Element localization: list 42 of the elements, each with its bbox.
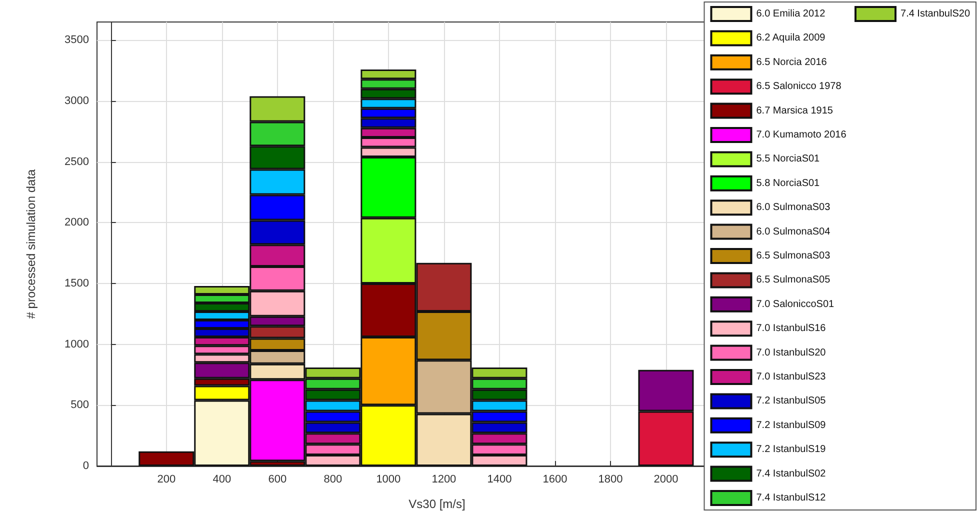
y-axis-title: # processed simulation data — [24, 168, 38, 319]
x-tick-label: 1600 — [542, 474, 568, 486]
legend-label: 6.7 Marsica 1915 — [756, 105, 834, 116]
y-tick-label: 0 — [82, 460, 89, 472]
legend-label: 6.2 Aquila 2009 — [756, 32, 826, 44]
y-tick-label: 3500 — [64, 34, 89, 46]
x-tick-label: 1400 — [487, 474, 512, 486]
legend-label: 7.2 IstanbulS19 — [756, 444, 826, 456]
y-tick-label: 3000 — [64, 95, 89, 108]
x-tick-label: 1000 — [376, 474, 401, 486]
x-tick-label: 1800 — [598, 474, 623, 486]
legend-label: 7.0 IstanbulS23 — [756, 372, 826, 382]
legend-label: 6.5 Norcia 2016 — [756, 56, 828, 68]
legend-label: 7.4 IstanbulS12 — [756, 492, 826, 504]
legend-label: 7.4 IstanbulS20 — [900, 8, 970, 20]
x-tick-label: 2000 — [654, 474, 678, 486]
y-tick-label: 1500 — [64, 278, 89, 290]
x-axis-title: Vs30 [m/s] — [408, 497, 466, 511]
legend-label: 6.5 SulmonaS05 — [756, 274, 831, 286]
x-tick-label: 1200 — [432, 474, 456, 486]
legend-label: 6.0 Emilia 2012 — [756, 8, 826, 20]
legend-label: 7.4 IstanbulS02 — [756, 468, 826, 480]
legend-label: 7.0 IstanbulS16 — [756, 323, 826, 334]
legend-label: 5.5 NorciaS01 — [756, 154, 820, 165]
y-tick-label: 2000 — [64, 216, 89, 229]
y-tick-label: 1000 — [64, 338, 89, 350]
x-tick-label: 800 — [324, 474, 342, 486]
legend-label: 7.2 IstanbulS05 — [756, 396, 826, 407]
x-tick-label: 200 — [157, 474, 176, 486]
legend-label: 7.0 IstanbulS20 — [756, 347, 826, 358]
legend-label: 7.2 IstanbulS09 — [756, 420, 826, 431]
legend-label: 6.5 SulmonaS03 — [756, 250, 831, 262]
y-tick-label: 2500 — [64, 156, 89, 168]
y-tick-label: 500 — [70, 399, 89, 412]
legend-label: 6.0 SulmonaS03 — [756, 202, 831, 214]
legend-label: 5.8 NorciaS01 — [756, 178, 820, 189]
legend-label: 7.0 SaloniccoS01 — [756, 298, 835, 310]
legend-label: 7.0 Kumamoto 2016 — [756, 130, 847, 140]
legend-label: 6.5 Salonicco 1978 — [756, 81, 842, 92]
x-tick-label: 600 — [268, 474, 287, 486]
legend-label: 6.0 SulmonaS04 — [756, 226, 831, 238]
x-tick-label: 400 — [212, 474, 232, 486]
